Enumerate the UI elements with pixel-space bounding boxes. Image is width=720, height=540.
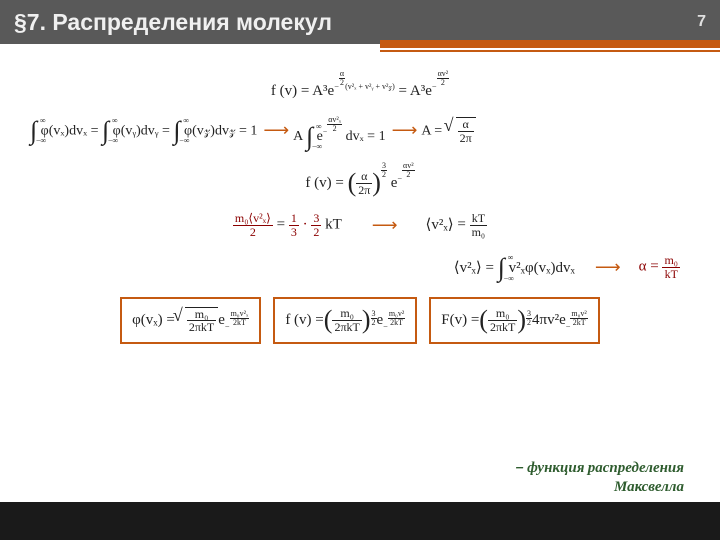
eq-r1: f (v) = A³e−α2(v²ₓ + v²ᵧ + v²𝓏) = A³e−αv…: [271, 70, 449, 100]
content: f (v) = A³e−α2(v²ₓ + v²ᵧ + v²𝓏) = A³e−αv…: [0, 60, 720, 344]
accent-bar-thick: [380, 40, 720, 48]
integral-icon: ∫∞−∞: [306, 128, 313, 146]
integral-icon: ∫∞−∞: [498, 259, 505, 277]
arrow-icon: ⟶: [595, 257, 619, 278]
boxed-equations: φ(vₓ) = m₀2πkT e−m₀v²ₓ2kT f (v) = (m₀2πk…: [30, 297, 690, 344]
equation-row-2: ∫∞−∞ φ(vₓ)dvₓ = ∫∞−∞ φ(vᵧ)dvᵧ = ∫∞−∞ φ(v…: [30, 116, 690, 146]
arrow-icon: ⟶: [372, 215, 396, 236]
accent-bar-thin: [380, 50, 720, 52]
formula-box-3: F(v) = (m₀2πkT)32 4πv²e−m₀v²2kT: [429, 297, 600, 344]
integral-icon: ∫∞−∞: [173, 122, 180, 140]
footer-bar: [0, 502, 720, 540]
eq-text: f (v) = A³e: [271, 83, 334, 99]
sqrt-icon: α2π: [446, 117, 476, 144]
caption: − функция распределения Максвелла: [515, 458, 684, 496]
equation-row-5: v²ₓ = ∫∞−∞ v²ₓφ(vₓ)dvₓ ⟶ α = m₀kT: [30, 254, 690, 280]
equation-row-1: f (v) = A³e−α2(v²ₓ + v²ᵧ + v²𝓏) = A³e−αv…: [30, 70, 690, 100]
caption-line: Максвелла: [515, 477, 684, 496]
arrow-icon: ⟶: [263, 120, 287, 141]
equation-row-3: f (v) = (α2π)32 e−αv²2: [30, 162, 690, 196]
header-title: §7. Распределения молекул: [14, 9, 332, 36]
page-number: 7: [697, 13, 706, 31]
formula-box-2: f (v) = (m₀2πkT)32 e−m₀v²2kT: [273, 297, 417, 344]
arrow-icon: ⟶: [392, 120, 416, 141]
caption-line: − функция распределения: [515, 458, 684, 477]
sqrt-icon: m₀2πkT: [175, 307, 218, 334]
slide: §7. Распределения молекул 7 f (v) = A³e−…: [0, 0, 720, 540]
eq-text: = A³e: [399, 83, 432, 99]
formula-box-1: φ(vₓ) = m₀2πkT e−m₀v²ₓ2kT: [120, 297, 261, 344]
equation-row-4: m₀⟨v²ₓ⟩2 = 13 · 32 kT ⟶ v²ₓ = kTm₀: [30, 212, 690, 238]
integral-icon: ∫∞−∞: [102, 122, 109, 140]
header-bar: §7. Распределения молекул 7: [0, 0, 720, 44]
integral-icon: ∫∞−∞: [30, 122, 37, 140]
